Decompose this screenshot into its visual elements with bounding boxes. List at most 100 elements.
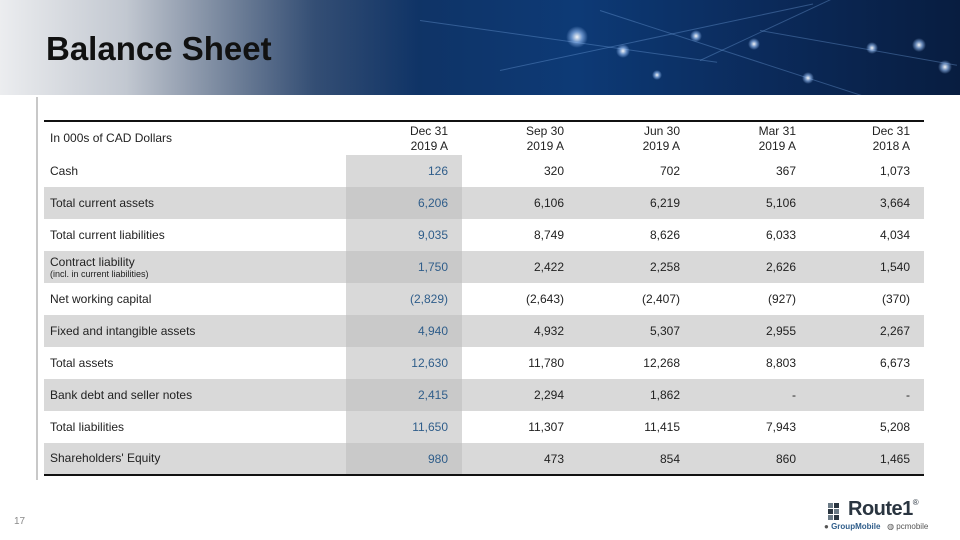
column-header-year: 2019 A xyxy=(642,138,680,153)
table-cell: 6,206 xyxy=(346,187,462,219)
table-row: Net working capital (2,829) (2,643) (2,407)… xyxy=(44,283,924,315)
table-cell: 1,073 xyxy=(879,164,910,178)
column-header-period: Dec 31 xyxy=(409,123,448,138)
table-cell: 2,955 xyxy=(694,315,810,347)
table-cell: 6,106 xyxy=(462,187,578,219)
table-cell: 12,268 xyxy=(643,356,680,370)
globe-icon: ● xyxy=(824,522,829,531)
table-cell: 2,294 xyxy=(462,379,578,411)
table-cell: 5,307 xyxy=(578,315,694,347)
row-label: Shareholders' Equity xyxy=(44,443,346,475)
table-cell: 8,803 xyxy=(765,356,796,370)
column-header-period: Sep 30 xyxy=(525,123,564,138)
column-header-period: Dec 31 xyxy=(871,123,910,138)
table-cell: 2,415 xyxy=(346,379,462,411)
table-row: Bank debt and seller notes 2,415 2,294 1,86… xyxy=(44,379,924,411)
table-cell: 5,208 xyxy=(879,420,910,434)
row-label-text: Cash xyxy=(50,163,79,178)
table-cell: 1,465 xyxy=(810,443,924,475)
row-label-text: Bank debt and seller notes xyxy=(50,387,193,402)
row-label-text: Shareholders' Equity xyxy=(50,451,161,465)
row-label-text: Total current liabilities xyxy=(50,227,165,242)
table-cell: 11,780 xyxy=(528,356,564,370)
row-label-text: Contract liability xyxy=(50,254,135,269)
row-label-text: Total assets xyxy=(50,355,114,370)
row-label: Net working capital xyxy=(44,283,346,315)
table-cell: 1,862 xyxy=(578,379,694,411)
balance-sheet-table: In 000s of CAD Dollars Dec 31 2019 A Sep 30… xyxy=(44,120,924,476)
table-cell: 6,673 xyxy=(879,356,910,370)
table-cell: 126 xyxy=(346,155,462,187)
row-label-text: Total current assets xyxy=(50,195,155,210)
table-cell: 4,932 xyxy=(462,315,578,347)
table-row: Fixed and intangible assets 4,940 4,932 5,3… xyxy=(44,315,924,347)
table-cell: 4,034 xyxy=(879,228,910,242)
table-cell: 980 xyxy=(346,443,462,475)
row-label-text: Fixed and intangible assets xyxy=(50,323,196,338)
column-header: Dec 31 2019 A xyxy=(346,121,462,155)
route1-logo-icon xyxy=(828,503,839,520)
table-cell: 9,035 xyxy=(346,219,462,251)
table-cell: 12,630 xyxy=(346,347,462,379)
row-label: Fixed and intangible assets xyxy=(44,315,346,347)
table-cell: 2,422 xyxy=(462,251,578,283)
table-header-row: In 000s of CAD Dollars Dec 31 2019 A Sep 30… xyxy=(44,121,924,155)
table-cell: (2,829) xyxy=(346,283,462,315)
logo-sub-brands: ● GroupMobile ◍ pcmobile xyxy=(824,522,929,531)
row-label-text: Net working capital xyxy=(50,291,152,306)
page-title: Balance Sheet xyxy=(46,30,272,67)
table-cell: 5,106 xyxy=(694,187,810,219)
table-cell: - xyxy=(810,379,924,411)
table-cell: 367 xyxy=(775,164,796,178)
company-logo: Route1® ● GroupMobile ◍ pcmobile xyxy=(822,498,932,536)
left-rule xyxy=(36,97,38,480)
table-cell: 6,219 xyxy=(578,187,694,219)
column-header: Dec 31 2018 A xyxy=(810,121,924,155)
pc-icon: ◍ xyxy=(887,522,895,531)
page-number: 17 xyxy=(14,516,26,527)
header-label: In 000s of CAD Dollars xyxy=(50,131,173,145)
table-row: Total current liabilities 9,035 8,749 8,626… xyxy=(44,219,924,251)
table-cell: 11,650 xyxy=(346,411,462,443)
table-row: Contract liability (incl. in current liab… xyxy=(44,251,924,283)
table-cell: 473 xyxy=(462,443,578,475)
table-cell: 3,664 xyxy=(810,187,924,219)
table-row: Total liabilities 11,650 11,307 11,415 7,943… xyxy=(44,411,924,443)
table-cell: 8,626 xyxy=(649,228,680,242)
table-cell: 854 xyxy=(578,443,694,475)
header-banner xyxy=(0,0,960,95)
column-header-year: 2019 A xyxy=(526,138,564,153)
row-label-note: (incl. in current liabilities) xyxy=(50,268,149,279)
table-cell: 2,267 xyxy=(810,315,924,347)
column-header: Jun 30 2019 A xyxy=(578,121,694,155)
row-label: Total liabilities xyxy=(44,411,346,443)
table-row: Cash 126 320 702 367 1,073 xyxy=(44,155,924,187)
table-cell: 702 xyxy=(659,164,680,178)
column-header: Sep 30 2019 A xyxy=(462,121,578,155)
table-cell: (370) xyxy=(881,292,910,306)
table-cell: (927) xyxy=(767,292,796,306)
table-cell: 860 xyxy=(694,443,810,475)
table-cell: 8,749 xyxy=(533,228,564,242)
row-label: Cash xyxy=(44,155,346,187)
column-header: Mar 31 2019 A xyxy=(694,121,810,155)
logo-wordmark: Route1® xyxy=(848,498,919,520)
column-header-year: 2019 A xyxy=(410,138,448,153)
row-label: Total assets xyxy=(44,347,346,379)
column-header-period: Jun 30 xyxy=(643,123,680,138)
table-cell: 2,258 xyxy=(578,251,694,283)
column-header-year: 2018 A xyxy=(872,138,910,153)
table-cell: 2,626 xyxy=(694,251,810,283)
table-cell: 1,540 xyxy=(810,251,924,283)
table-row: Shareholders' Equity 980 473 854 860 1,465 xyxy=(44,443,924,475)
table-cell: 11,307 xyxy=(528,420,564,434)
table-cell: 4,940 xyxy=(346,315,462,347)
row-label: Total current liabilities xyxy=(44,219,346,251)
table-cell: 320 xyxy=(543,164,564,178)
table-cell: 11,415 xyxy=(644,420,680,434)
column-header-period: Mar 31 xyxy=(758,123,796,138)
column-header-year: 2019 A xyxy=(758,138,796,153)
row-label: Bank debt and seller notes xyxy=(44,379,346,411)
table-cell: 1,750 xyxy=(346,251,462,283)
table-cell: (2,643) xyxy=(525,292,564,306)
